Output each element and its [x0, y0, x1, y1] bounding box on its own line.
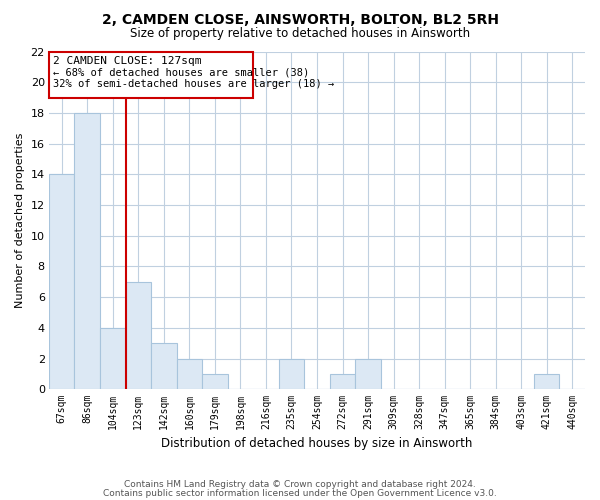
- Bar: [49, 174, 74, 389]
- Text: Size of property relative to detached houses in Ainsworth: Size of property relative to detached ho…: [130, 28, 470, 40]
- Bar: [355, 358, 381, 389]
- Text: Contains HM Land Registry data © Crown copyright and database right 2024.: Contains HM Land Registry data © Crown c…: [124, 480, 476, 489]
- Text: 2, CAMDEN CLOSE, AINSWORTH, BOLTON, BL2 5RH: 2, CAMDEN CLOSE, AINSWORTH, BOLTON, BL2 …: [101, 12, 499, 26]
- Bar: [151, 343, 176, 389]
- Bar: [176, 358, 202, 389]
- Bar: [534, 374, 559, 389]
- Text: ← 68% of detached houses are smaller (38): ← 68% of detached houses are smaller (38…: [53, 68, 309, 78]
- Bar: [202, 374, 227, 389]
- FancyBboxPatch shape: [49, 52, 253, 98]
- X-axis label: Distribution of detached houses by size in Ainsworth: Distribution of detached houses by size …: [161, 437, 473, 450]
- Text: 32% of semi-detached houses are larger (18) →: 32% of semi-detached houses are larger (…: [53, 79, 334, 89]
- Bar: [330, 374, 355, 389]
- Text: 2 CAMDEN CLOSE: 127sqm: 2 CAMDEN CLOSE: 127sqm: [53, 56, 202, 66]
- Y-axis label: Number of detached properties: Number of detached properties: [15, 132, 25, 308]
- Text: Contains public sector information licensed under the Open Government Licence v3: Contains public sector information licen…: [103, 488, 497, 498]
- Bar: [125, 282, 151, 389]
- Bar: [100, 328, 125, 389]
- Bar: [278, 358, 304, 389]
- Bar: [74, 113, 100, 389]
